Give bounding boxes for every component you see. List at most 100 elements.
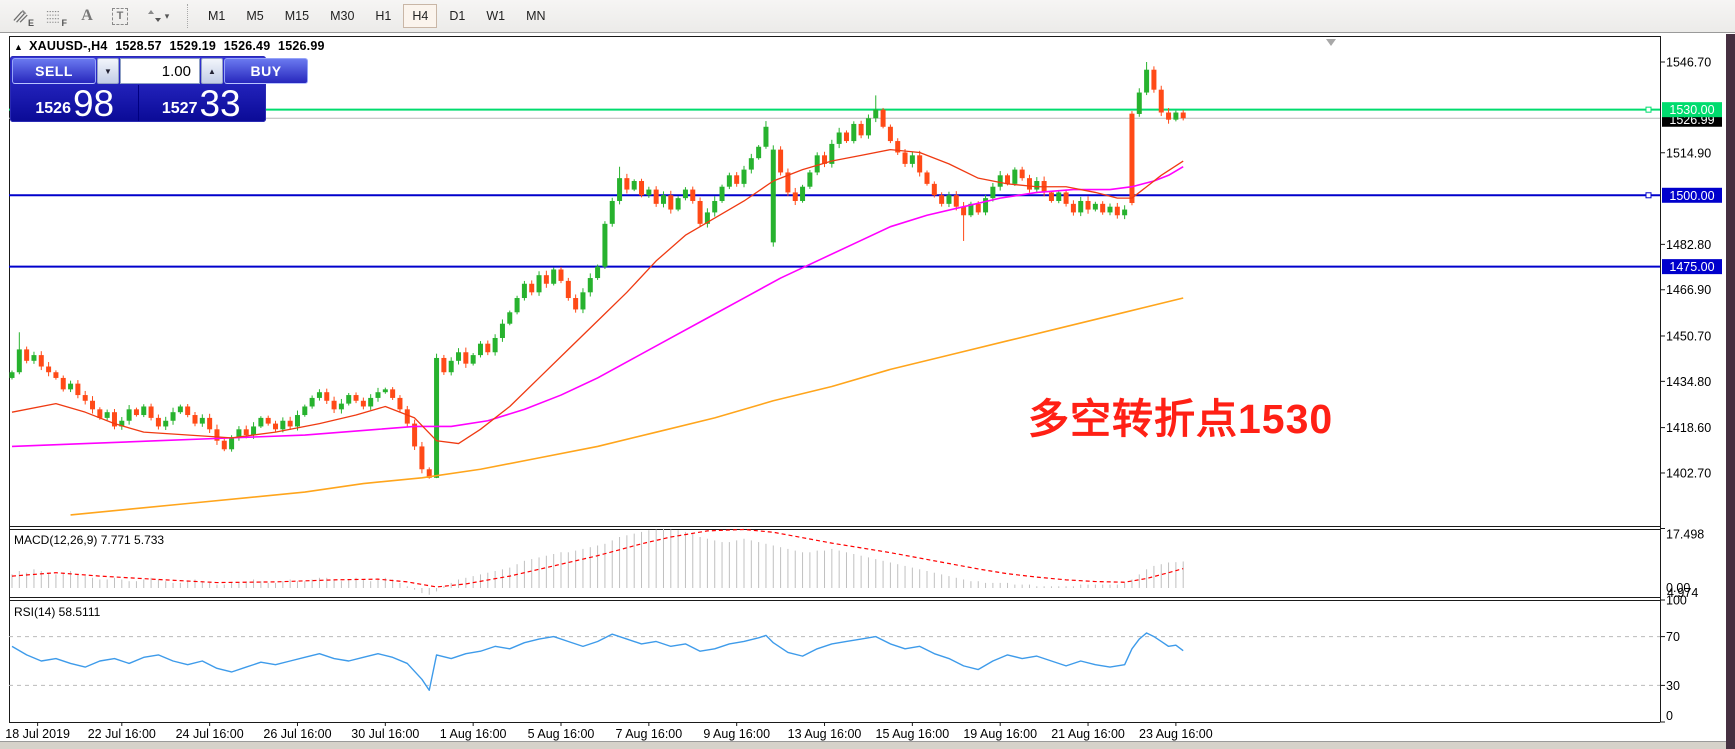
arrows-tool-button[interactable]: ▾: [138, 3, 178, 29]
candle-up: [1056, 192, 1062, 201]
candle-down: [207, 417, 213, 430]
candle-down: [822, 155, 828, 164]
tab-timeframe-M5[interactable]: M5: [237, 4, 272, 28]
candle-down: [1180, 112, 1186, 119]
text-tool-button[interactable]: A: [72, 3, 102, 29]
candle-down: [895, 141, 901, 153]
candle-down: [38, 355, 44, 367]
time-axis-label: 26 Jul 16:00: [263, 727, 331, 741]
time-axis-label: 9 Aug 16:00: [703, 727, 770, 741]
candle-down: [53, 372, 59, 378]
toolbar-separator: [187, 4, 189, 28]
chart-annotation-text[interactable]: 多空转折点1530: [1028, 396, 1334, 442]
hline-1530-badge: [1662, 102, 1722, 118]
candle-up: [521, 283, 527, 299]
candle-down: [697, 200, 703, 224]
candle-down: [155, 417, 161, 427]
symbol-header: ▲ XAUUSD-,H4 1528.57 1529.19 1526.49 1526…: [14, 39, 329, 53]
quote-low: 1526.49: [223, 39, 271, 53]
candle-down: [543, 275, 549, 284]
arrows-icon: [147, 10, 161, 22]
candle-up: [294, 415, 300, 427]
candle-up: [609, 200, 615, 224]
candle-down: [287, 420, 293, 427]
line-handle[interactable]: [1645, 106, 1652, 113]
candle-up: [1122, 209, 1128, 216]
candle-up: [536, 275, 542, 293]
price-tick-label: 1482.80: [1666, 238, 1711, 252]
candle-up: [851, 123, 857, 142]
candle-down: [931, 183, 937, 196]
candle-up: [316, 392, 322, 398]
hline-1475-badge-label: 1475.00: [1669, 260, 1714, 274]
sell-price-display[interactable]: 1526 98: [12, 85, 139, 122]
candle-down: [1026, 178, 1032, 190]
candle-down: [953, 195, 959, 207]
candle-up: [470, 355, 476, 364]
tab-timeframe-H1[interactable]: H1: [366, 4, 400, 28]
chart-shift-marker-icon[interactable]: [1326, 39, 1336, 46]
candle-up: [836, 132, 842, 144]
candle-up: [507, 312, 513, 324]
candle-up: [997, 175, 1003, 187]
tab-timeframe-M15[interactable]: M15: [276, 4, 318, 28]
tab-timeframe-M1[interactable]: M1: [199, 4, 234, 28]
tab-timeframe-D1[interactable]: D1: [440, 4, 474, 28]
time-axis-label: 18 Jul 2019: [5, 727, 70, 741]
candle-up: [163, 420, 169, 427]
candle-down: [331, 400, 337, 410]
time-axis-label: 15 Aug 16:00: [876, 727, 950, 741]
candle-up: [280, 420, 286, 430]
time-axis-label: 5 Aug 16:00: [528, 727, 595, 741]
candle-down: [441, 357, 447, 373]
volume-decrease-button[interactable]: ▼: [97, 58, 119, 84]
candle-down: [529, 283, 535, 293]
chart-plot-area[interactable]: [9, 36, 1660, 722]
candle-up: [382, 389, 388, 393]
text-label-tool-button[interactable]: T: [105, 3, 135, 29]
hline-1475-badge: [1662, 259, 1722, 275]
candle-up: [865, 118, 871, 136]
candle-down: [1151, 69, 1157, 90]
candle-up: [499, 323, 505, 338]
toolbar: E F A T ▾ M1 M5 M15 M30 H1 H4 D1 W1 MN: [0, 0, 1735, 33]
one-click-trade-panel: SELL ▼ ▲ BUY 1526 98 1527 33: [10, 56, 308, 122]
tab-timeframe-H4[interactable]: H4: [403, 4, 438, 28]
time-axis-label: 22 Jul 16:00: [88, 727, 156, 741]
buy-price-display[interactable]: 1527 33: [139, 85, 265, 122]
ma-slow-orange: [70, 297, 1184, 516]
candle-up: [1136, 92, 1142, 114]
candle-up: [602, 223, 608, 267]
tab-timeframe-W1[interactable]: W1: [477, 4, 514, 28]
volume-increase-button[interactable]: ▲: [201, 58, 223, 84]
candle-down: [624, 178, 630, 190]
collapse-triangle-icon: ▲: [14, 42, 24, 52]
candle-down: [1005, 175, 1011, 184]
candle-up: [873, 109, 879, 119]
sell-button[interactable]: SELL: [12, 58, 96, 84]
candle-up: [675, 198, 681, 210]
buy-button[interactable]: BUY: [224, 58, 308, 84]
rsi-line: [11, 632, 1184, 691]
candle-down: [653, 189, 659, 204]
candle-up: [682, 189, 688, 199]
candle-up: [719, 186, 725, 201]
tab-timeframe-M30[interactable]: M30: [321, 4, 363, 28]
candle-down: [1085, 200, 1091, 210]
line-handle[interactable]: [1645, 192, 1652, 199]
candle-down: [917, 155, 923, 173]
rsi-label: RSI(14) 58.5111: [14, 605, 101, 619]
volume-input[interactable]: [120, 58, 200, 84]
chart-canvas[interactable]: 1546.70 1514.90 1482.80 1466.90 1450.70 1434.…: [0, 34, 1726, 741]
candle-up: [9, 372, 15, 378]
candle-down: [485, 343, 491, 353]
candle-up: [170, 412, 176, 421]
tab-timeframe-MN[interactable]: MN: [517, 4, 554, 28]
candle-down: [785, 172, 791, 193]
fibonacci-grid-tool-button[interactable]: F: [39, 3, 69, 29]
label-tool-icon: T: [112, 7, 128, 25]
candle-down: [214, 429, 220, 441]
line-studies-tool-button[interactable]: E: [6, 3, 36, 29]
candle-down: [1070, 203, 1076, 213]
